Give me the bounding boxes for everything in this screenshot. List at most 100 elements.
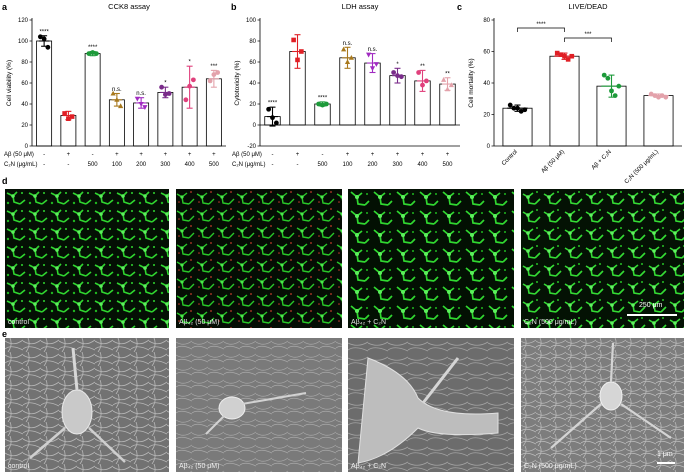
treatment-value: + <box>396 152 400 158</box>
data-point <box>166 91 172 96</box>
y-tick-label: 0 <box>487 144 491 150</box>
data-point <box>448 82 454 88</box>
treatment-value: 300 <box>160 162 171 168</box>
fluorescence-image-abeta: Aβ₄₂ (50 μM) <box>176 189 342 328</box>
treatment-value: 500 <box>88 162 99 168</box>
significance-label: ** <box>420 64 425 70</box>
y-tick-label: 40 <box>21 102 28 108</box>
treatment-row-label: C₂N (μg/mL) <box>4 162 37 168</box>
scale-bar-e-label: 1 μm <box>657 451 673 458</box>
bar <box>157 92 174 147</box>
treatment-value: 300 <box>392 162 403 168</box>
y-tick-label: 20 <box>483 113 490 119</box>
treatment-value: + <box>164 152 168 158</box>
data-point <box>507 102 513 108</box>
data-point <box>518 108 524 114</box>
bar <box>133 102 150 147</box>
data-point <box>134 96 140 102</box>
data-point <box>291 37 296 43</box>
data-point <box>320 102 325 108</box>
y-tick-label: 0 <box>253 123 257 129</box>
significance-label: **** <box>88 45 98 51</box>
data-point <box>369 66 376 72</box>
chart-title: LIVE/DEAD <box>568 2 608 11</box>
data-point <box>656 94 661 100</box>
d-label-abeta: Aβ₄₂ (50 μM) <box>179 319 220 326</box>
comparison-bracket <box>564 37 612 42</box>
y-axis-label: Cell mortality (%) <box>468 58 475 107</box>
bar <box>36 40 53 147</box>
data-point <box>652 93 658 98</box>
treatment-value: + <box>371 152 375 158</box>
treatment-value: - <box>43 152 45 158</box>
sem-texture <box>176 338 342 472</box>
data-point <box>270 115 275 121</box>
d-label-abeta-c2n: Aβ₄₂ + C₂N <box>351 319 387 326</box>
data-point <box>159 84 165 90</box>
data-point <box>441 77 447 82</box>
e-label-abeta-c2n: Aβ₄₂ + C₂N <box>351 463 387 470</box>
data-point <box>416 70 422 75</box>
data-point <box>616 83 622 89</box>
data-point <box>522 107 528 113</box>
data-point <box>341 46 347 52</box>
treatment-value: - <box>297 162 299 168</box>
data-point <box>66 116 71 121</box>
fluorescence-texture <box>176 189 342 328</box>
significance-label: n.s. <box>343 41 353 47</box>
significance-label: **** <box>39 29 49 35</box>
chart-a-cck8: CCK8 assay Cell viability (%) 0 20 40 60 80 100… <box>4 2 226 168</box>
y-tick-label: 60 <box>249 60 256 66</box>
data-point <box>344 59 351 64</box>
y-tick-label: 0 <box>25 144 29 150</box>
data-point <box>565 57 571 62</box>
data-point <box>663 94 669 100</box>
significance-label: *** <box>210 64 218 70</box>
panel-letter-b: b <box>231 2 237 12</box>
data-point <box>138 102 144 107</box>
y-tick-label: 100 <box>246 18 257 24</box>
bar <box>643 95 674 147</box>
comparison-label: **** <box>536 22 546 28</box>
treatment-value: + <box>115 152 119 158</box>
data-point <box>554 50 560 56</box>
significance-label: * <box>188 60 191 66</box>
e-label-abeta: Aβ₄₂ (50 μM) <box>179 463 220 470</box>
fluorescence-image-control: control <box>5 189 169 328</box>
data-point <box>69 114 75 119</box>
panel-letter-a: a <box>2 2 8 12</box>
bar <box>502 107 533 147</box>
fluorescence-texture <box>348 189 514 328</box>
y-tick-label: 100 <box>18 39 29 45</box>
data-point <box>562 53 567 59</box>
data-point <box>612 93 618 98</box>
bar <box>84 53 101 147</box>
fluorescence-texture <box>5 189 169 328</box>
y-tick-label: 80 <box>249 39 256 45</box>
data-point <box>601 72 607 78</box>
x-tick-label: Control <box>501 149 519 167</box>
data-point <box>511 105 517 111</box>
treatment-value: 400 <box>185 162 196 168</box>
y-axis-label: Cytotoxicity (%) <box>234 60 241 105</box>
chart-title: LDH assay <box>342 2 379 11</box>
e-label-c2n: C₂N (500 μg/mL) <box>524 463 577 470</box>
chart-title: CCK8 assay <box>108 2 150 11</box>
bar <box>205 78 222 147</box>
treatment-value: - <box>43 162 45 168</box>
data-point <box>162 92 168 97</box>
treatment-value: + <box>446 152 450 158</box>
significance-label: n.s. <box>136 91 146 97</box>
y-tick-label: 80 <box>21 60 28 66</box>
y-tick-label: 40 <box>483 81 490 87</box>
treatment-value: + <box>296 152 300 158</box>
data-point <box>93 51 99 56</box>
fluorescence-texture <box>521 189 684 328</box>
treatment-value: - <box>272 152 274 158</box>
y-tick-label: 40 <box>249 81 256 87</box>
significance-label: * <box>396 62 399 68</box>
x-tick-label: Aβ + C₂N <box>591 149 613 171</box>
treatment-value: + <box>421 152 425 158</box>
